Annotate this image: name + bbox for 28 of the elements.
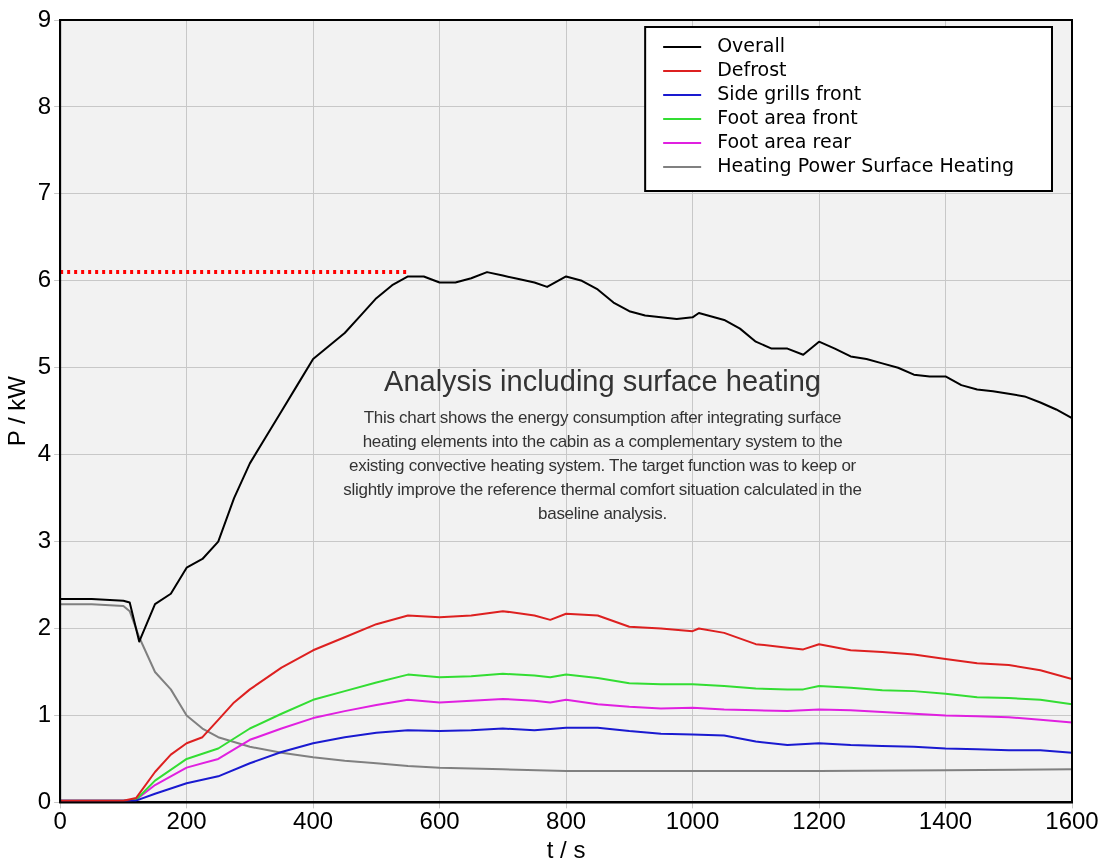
y-tick-label: 4 xyxy=(37,439,52,467)
y-tick-label: 9 xyxy=(37,4,52,32)
y-tick-label: 2 xyxy=(37,613,52,641)
y-tick-label: 1 xyxy=(37,700,52,728)
x-tick-label: 1000 xyxy=(665,807,720,835)
y-tick-label: 3 xyxy=(37,526,52,554)
legend-label: Heating Power Surface Heating xyxy=(717,153,1015,176)
x-tick-label: 400 xyxy=(293,807,334,835)
y-axis-title: P / kW xyxy=(3,375,31,447)
y-tick-label: 0 xyxy=(37,787,52,815)
y-tick-label: 6 xyxy=(37,265,52,293)
annotation: Analysis including surface heating xyxy=(383,365,822,398)
x-tick-label: 1200 xyxy=(792,807,846,835)
x-tick-label: 800 xyxy=(546,807,587,835)
legend-label: Foot area rear xyxy=(717,129,852,152)
y-tick-label: 8 xyxy=(37,91,52,119)
x-tick-label: 1400 xyxy=(918,807,973,835)
x-tick-label: 1600 xyxy=(1045,807,1099,835)
legend-label: Defrost xyxy=(717,57,787,80)
legend-label: Foot area front xyxy=(717,105,858,128)
y-tick-label: 7 xyxy=(37,178,52,206)
legend-label: Overall xyxy=(717,33,786,56)
legend-label: Side grills front xyxy=(717,81,862,104)
x-axis-title: t / s xyxy=(546,836,586,864)
annotation: This chart shows the energy consumption after integrating surface heating elements into the cabin as a complementary system to the existing convective heating system. The target function was to keep or slightly improve the reference thermal comfort situation calculated in the baseline analysis. xyxy=(342,407,863,525)
y-tick-label: 5 xyxy=(37,352,52,380)
x-tick-label: 600 xyxy=(419,807,460,835)
x-tick-label: 200 xyxy=(166,807,207,835)
